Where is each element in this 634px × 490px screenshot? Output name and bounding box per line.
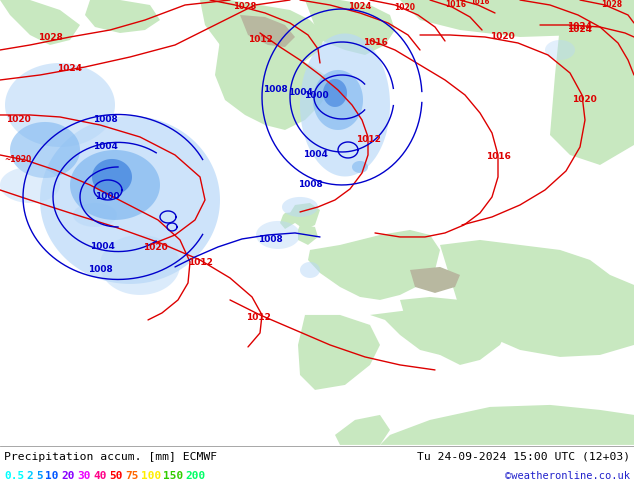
Text: ©weatheronline.co.uk: ©weatheronline.co.uk	[505, 471, 630, 481]
Text: 50: 50	[109, 471, 122, 481]
Text: ~1020: ~1020	[4, 155, 32, 165]
Text: 10: 10	[46, 471, 59, 481]
Text: 1024: 1024	[58, 65, 82, 74]
Polygon shape	[323, 79, 347, 107]
Polygon shape	[335, 415, 390, 445]
Polygon shape	[0, 0, 80, 45]
Polygon shape	[300, 33, 390, 176]
Text: 1008: 1008	[257, 236, 282, 245]
Polygon shape	[240, 15, 295, 47]
Text: Precipitation accum. [mm] ECMWF: Precipitation accum. [mm] ECMWF	[4, 452, 217, 462]
Text: 1024: 1024	[348, 2, 372, 11]
Polygon shape	[70, 150, 160, 220]
Polygon shape	[550, 25, 634, 165]
Text: 1004: 1004	[302, 150, 327, 159]
Polygon shape	[352, 161, 368, 173]
Polygon shape	[400, 0, 634, 37]
Text: 1028: 1028	[233, 2, 257, 11]
Polygon shape	[440, 240, 634, 357]
Text: 5: 5	[36, 471, 42, 481]
Text: 1000: 1000	[94, 193, 119, 201]
Polygon shape	[40, 116, 220, 284]
Text: 1016: 1016	[486, 152, 510, 162]
Text: 40: 40	[93, 471, 107, 481]
Text: 1020: 1020	[572, 96, 597, 104]
Text: Tu 24-09-2024 15:00 UTC (12+03): Tu 24-09-2024 15:00 UTC (12+03)	[417, 452, 630, 462]
Text: 200: 200	[185, 471, 205, 481]
Text: 20: 20	[61, 471, 75, 481]
Polygon shape	[92, 159, 132, 195]
Polygon shape	[10, 122, 80, 178]
Text: 150: 150	[163, 471, 183, 481]
Text: 1020: 1020	[489, 32, 514, 42]
Text: 1028: 1028	[37, 33, 62, 43]
Polygon shape	[305, 0, 395, 55]
Polygon shape	[298, 315, 380, 390]
Polygon shape	[400, 297, 510, 365]
Text: 1000: 1000	[304, 92, 328, 100]
Polygon shape	[308, 230, 440, 300]
Polygon shape	[410, 267, 460, 293]
Text: 75: 75	[125, 471, 138, 481]
Polygon shape	[215, 40, 330, 130]
Text: 1020: 1020	[394, 3, 415, 13]
Polygon shape	[313, 70, 363, 130]
Polygon shape	[85, 0, 160, 33]
Text: 1016: 1016	[446, 0, 467, 9]
Text: 1024: 1024	[567, 25, 593, 34]
Text: 1016: 1016	[363, 39, 387, 48]
Polygon shape	[100, 235, 180, 295]
Polygon shape	[280, 212, 297, 229]
Polygon shape	[298, 225, 318, 245]
Text: 1020: 1020	[6, 116, 30, 124]
Text: 100: 100	[141, 471, 161, 481]
Polygon shape	[300, 262, 320, 278]
Text: 1008: 1008	[87, 266, 112, 274]
Text: 1012: 1012	[247, 35, 273, 45]
Text: 1004: 1004	[93, 143, 117, 151]
Text: 1020: 1020	[143, 244, 167, 252]
Text: 1028: 1028	[602, 0, 623, 9]
Text: 1016: 1016	[470, 0, 489, 5]
Text: 1012: 1012	[245, 314, 271, 322]
Text: 1024: 1024	[567, 23, 593, 31]
Text: 0.5: 0.5	[4, 471, 24, 481]
Polygon shape	[5, 63, 115, 147]
Polygon shape	[0, 167, 60, 203]
Polygon shape	[380, 405, 634, 445]
Polygon shape	[290, 203, 320, 230]
Text: 1008: 1008	[262, 85, 287, 95]
Text: 1004: 1004	[288, 89, 313, 98]
Polygon shape	[256, 221, 300, 249]
Polygon shape	[545, 40, 575, 60]
Text: 1008: 1008	[93, 116, 117, 124]
Text: 1012: 1012	[356, 135, 380, 145]
Text: 2: 2	[26, 471, 33, 481]
Polygon shape	[73, 203, 117, 227]
Text: 1012: 1012	[188, 258, 212, 268]
Polygon shape	[282, 197, 318, 217]
Polygon shape	[370, 310, 470, 355]
Text: 1008: 1008	[297, 180, 322, 190]
Polygon shape	[200, 0, 325, 75]
Text: 30: 30	[77, 471, 91, 481]
Text: 1004: 1004	[89, 243, 115, 251]
